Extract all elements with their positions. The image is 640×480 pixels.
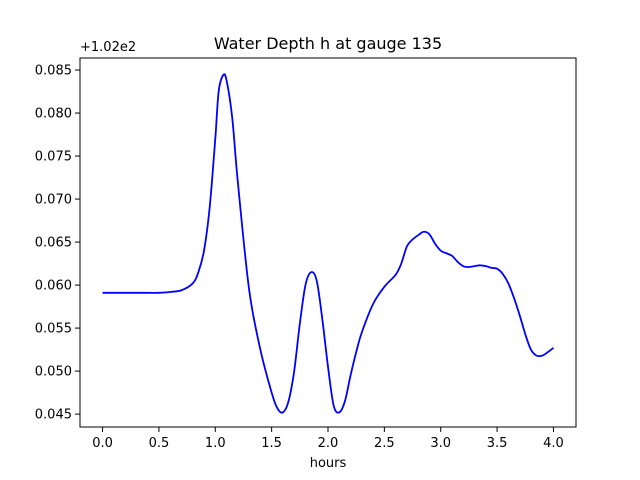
y-ticks: 0.045 0.050 0.055 0.060 0.065 0.070 0.075 0.080… bbox=[35, 64, 80, 423]
y-tick-label: 0.080 bbox=[35, 107, 72, 122]
x-tick-label: 3.0 bbox=[430, 436, 451, 451]
x-ticks: 0.0 0.5 1.0 1.5 2.0 2.5 3.0 3.5 4.0 bbox=[92, 427, 564, 451]
x-tick-label: 0.5 bbox=[149, 436, 170, 451]
series-line bbox=[102, 73, 554, 414]
y-tick-label: 0.065 bbox=[35, 236, 72, 251]
chart-title: Water Depth h at gauge 135 bbox=[214, 34, 442, 53]
series-layer bbox=[102, 73, 554, 414]
plot-frame bbox=[79, 57, 577, 428]
x-axis-label: hours bbox=[310, 456, 347, 471]
y-tick-label: 0.055 bbox=[35, 322, 72, 337]
x-tick-label: 1.0 bbox=[205, 436, 226, 451]
y-tick-label: 0.045 bbox=[35, 408, 72, 423]
x-tick-label: 4.0 bbox=[543, 436, 564, 451]
y-tick-label: 0.060 bbox=[35, 279, 72, 294]
x-tick-label: 3.5 bbox=[487, 436, 508, 451]
x-tick-label: 1.5 bbox=[261, 436, 282, 451]
y-tick-label: 0.085 bbox=[35, 64, 72, 79]
x-tick-label: 2.0 bbox=[318, 436, 339, 451]
y-tick-label: 0.050 bbox=[35, 365, 72, 380]
x-tick-label: 0.0 bbox=[92, 436, 113, 451]
y-tick-label: 0.070 bbox=[35, 193, 72, 208]
x-tick-label: 2.5 bbox=[374, 436, 395, 451]
y-offset-label: +1.02e2 bbox=[80, 40, 136, 55]
y-tick-label: 0.075 bbox=[35, 150, 72, 165]
